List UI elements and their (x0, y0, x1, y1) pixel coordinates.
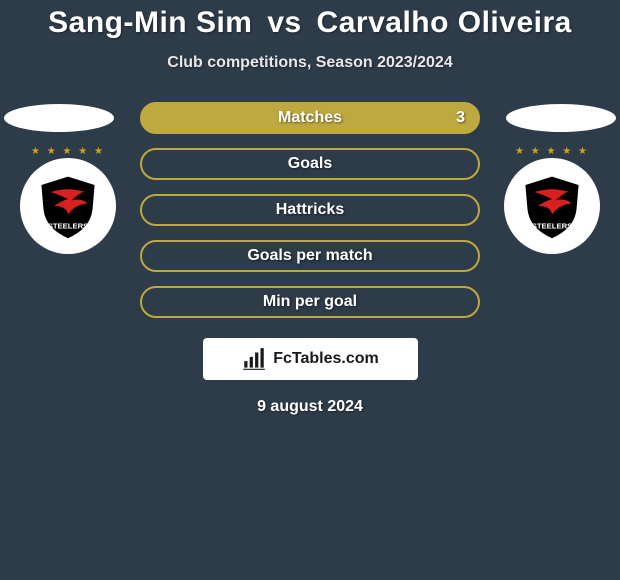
svg-text:STEELERS: STEELERS (48, 221, 89, 230)
stat-row-goals-per-match: Goals per match (140, 240, 480, 272)
subtitle: Club competitions, Season 2023/2024 (0, 54, 620, 72)
stat-label: Min per goal (263, 293, 357, 311)
comparison-area: ★ ★ ★ ★ ★ STEELERS ★ ★ ★ ★ ★ STEELERS Ma… (0, 102, 620, 416)
player-left-name: Sang-Min Sim (48, 6, 252, 39)
page-title: Sang-Min Sim vs Carvalho Oliveira (0, 0, 620, 40)
stat-value: 3 (456, 109, 465, 127)
shield-icon: STEELERS (33, 171, 103, 241)
badge-stars-left: ★ ★ ★ ★ ★ (20, 146, 116, 157)
club-badge-left: ★ ★ ★ ★ ★ STEELERS (20, 158, 116, 254)
stat-row-min-per-goal: Min per goal (140, 286, 480, 318)
shield-icon: STEELERS (517, 171, 587, 241)
svg-text:STEELERS: STEELERS (532, 221, 573, 230)
branding-text: FcTables.com (273, 350, 379, 368)
player-left-photo-placeholder (4, 104, 114, 132)
bar-chart-icon (241, 346, 267, 372)
stat-row-hattricks: Hattricks (140, 194, 480, 226)
date-label: 9 august 2024 (0, 398, 620, 416)
vs-label: vs (267, 6, 301, 39)
branding-card[interactable]: FcTables.com (203, 338, 418, 380)
stat-label: Goals per match (247, 247, 372, 265)
badge-stars-right: ★ ★ ★ ★ ★ (504, 146, 600, 157)
stat-rows: Matches 3 Goals Hattricks Goals per matc… (140, 102, 480, 318)
club-badge-right: ★ ★ ★ ★ ★ STEELERS (504, 158, 600, 254)
player-right-name: Carvalho Oliveira (317, 6, 572, 39)
stat-label: Goals (288, 155, 332, 173)
stat-label: Hattricks (276, 201, 344, 219)
stat-row-goals: Goals (140, 148, 480, 180)
player-right-photo-placeholder (506, 104, 616, 132)
stat-label: Matches (278, 109, 342, 127)
stat-row-matches: Matches 3 (140, 102, 480, 134)
